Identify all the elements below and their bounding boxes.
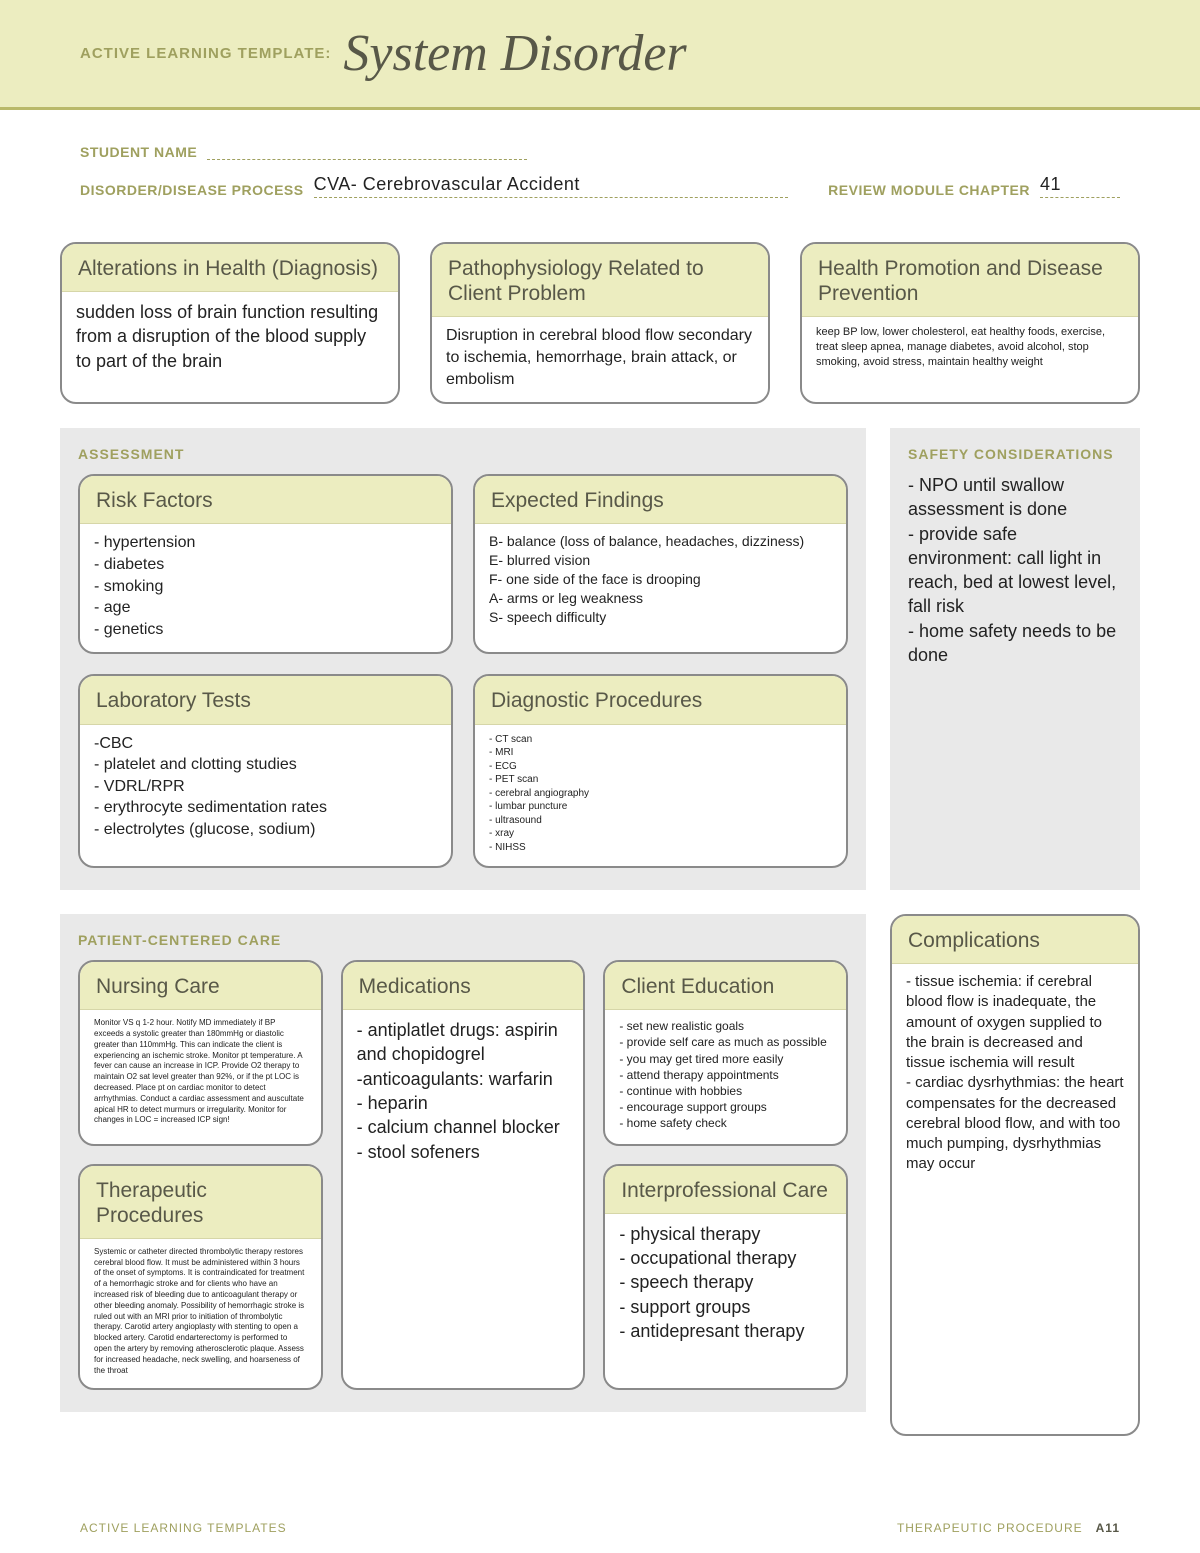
medications-card: Medications - antiplatlet drugs: aspirin… (341, 960, 586, 1390)
nursing-title: Nursing Care (80, 962, 321, 1010)
risk-card: Risk Factors - hypertension - diabetes -… (78, 474, 453, 654)
header-prefix: ACTIVE LEARNING TEMPLATE: (80, 45, 331, 62)
safety-section: SAFETY CONSIDERATIONS - NPO until swallo… (890, 428, 1140, 890)
prevention-body: keep BP low, lower cholesterol, eat heal… (802, 317, 1138, 402)
alterations-body: sudden loss of brain function resulting … (62, 292, 398, 402)
education-body: - set new realistic goals - provide self… (605, 1010, 846, 1143)
student-label: STUDENT NAME (80, 144, 197, 160)
page: ACTIVE LEARNING TEMPLATE: System Disorde… (0, 0, 1200, 1553)
findings-body: B- balance (loss of balance, headaches, … (475, 524, 846, 652)
diagnostic-card: Diagnostic Procedures - CT scan - MRI - … (473, 674, 848, 868)
therapeutic-body: Systemic or catheter directed thrombolyt… (80, 1239, 321, 1389)
pathophysiology-card: Pathophysiology Related to Client Proble… (430, 242, 770, 404)
safety-title: SAFETY CONSIDERATIONS (908, 446, 1122, 473)
assessment-wrap: ASSESSMENT Risk Factors - hypertension -… (60, 428, 1140, 914)
header-band: ACTIVE LEARNING TEMPLATE: System Disorde… (0, 0, 1200, 110)
process-row: DISORDER/DISEASE PROCESS CVA- Cerebrovas… (80, 174, 1120, 198)
footer-left: ACTIVE LEARNING TEMPLATES (80, 1521, 287, 1535)
education-title: Client Education (605, 962, 846, 1010)
footer-page: A11 (1096, 1521, 1120, 1535)
therapeutic-title: Therapeutic Procedures (80, 1166, 321, 1239)
footer-right-label: THERAPEUTIC PROCEDURE (897, 1521, 1083, 1535)
findings-card: Expected Findings B- balance (loss of ba… (473, 474, 848, 654)
pcc-section: PATIENT-CENTERED CARE Nursing Care Monit… (60, 914, 866, 1412)
chapter-label: REVIEW MODULE CHAPTER (828, 182, 1030, 198)
labs-body: -CBC - platelet and clotting studies - V… (80, 725, 451, 867)
medications-title: Medications (343, 962, 584, 1010)
pathophysiology-body: Disruption in cerebral blood flow second… (432, 317, 768, 402)
complications-body: - tissue ischemia: if cerebral blood flo… (892, 964, 1138, 1434)
findings-title: Expected Findings (475, 476, 846, 524)
process-value[interactable]: CVA- Cerebrovascular Accident (314, 174, 789, 198)
meta-block: STUDENT NAME DISORDER/DISEASE PROCESS CV… (0, 110, 1200, 232)
diagnostic-title: Diagnostic Procedures (475, 676, 846, 724)
student-row: STUDENT NAME (80, 140, 1120, 160)
chapter-value[interactable]: 41 (1040, 174, 1120, 198)
complications-col: Complications - tissue ischemia: if cere… (890, 914, 1140, 1436)
content: Alterations in Health (Diagnosis) sudden… (0, 232, 1200, 1436)
prevention-title: Health Promotion and Disease Prevention (802, 244, 1138, 317)
assessment-section: ASSESSMENT Risk Factors - hypertension -… (60, 428, 866, 890)
interprofessional-title: Interprofessional Care (605, 1166, 846, 1214)
footer-right: THERAPEUTIC PROCEDURE A11 (897, 1521, 1120, 1535)
header-title: System Disorder (343, 24, 686, 83)
safety-card: SAFETY CONSIDERATIONS - NPO until swallo… (908, 446, 1122, 667)
assessment-title: ASSESSMENT (78, 446, 848, 462)
therapeutic-card: Therapeutic Procedures Systemic or cathe… (78, 1164, 323, 1391)
diagnostic-body: - CT scan - MRI - ECG - PET scan - cereb… (475, 725, 846, 867)
footer: ACTIVE LEARNING TEMPLATES THERAPEUTIC PR… (80, 1521, 1120, 1535)
risk-title: Risk Factors (80, 476, 451, 524)
process-label: DISORDER/DISEASE PROCESS (80, 182, 304, 198)
labs-title: Laboratory Tests (80, 676, 451, 724)
pcc-wrap: PATIENT-CENTERED CARE Nursing Care Monit… (60, 914, 1140, 1436)
nursing-card: Nursing Care Monitor VS q 1-2 hour. Noti… (78, 960, 323, 1146)
top-row: Alterations in Health (Diagnosis) sudden… (60, 242, 1140, 404)
interprofessional-card: Interprofessional Care - physical therap… (603, 1164, 848, 1391)
assessment-grid: Risk Factors - hypertension - diabetes -… (78, 474, 848, 868)
medications-body: - antiplatlet drugs: aspirin and chopido… (343, 1010, 584, 1388)
alterations-card: Alterations in Health (Diagnosis) sudden… (60, 242, 400, 404)
complications-card: Complications - tissue ischemia: if cere… (890, 914, 1140, 1436)
education-card: Client Education - set new realistic goa… (603, 960, 848, 1146)
nursing-body: Monitor VS q 1-2 hour. Notify MD immedia… (80, 1010, 321, 1143)
risk-body: - hypertension - diabetes - smoking - ag… (80, 524, 451, 652)
complications-title: Complications (892, 916, 1138, 964)
prevention-card: Health Promotion and Disease Prevention … (800, 242, 1140, 404)
safety-body: - NPO until swallow assessment is done -… (908, 473, 1122, 667)
pcc-grid: Nursing Care Monitor VS q 1-2 hour. Noti… (78, 960, 848, 1390)
pathophysiology-title: Pathophysiology Related to Client Proble… (432, 244, 768, 317)
pcc-title: PATIENT-CENTERED CARE (78, 932, 848, 948)
interprofessional-body: - physical therapy - occupational therap… (605, 1214, 846, 1389)
labs-card: Laboratory Tests -CBC - platelet and clo… (78, 674, 453, 868)
student-value[interactable] (207, 140, 527, 160)
alterations-title: Alterations in Health (Diagnosis) (62, 244, 398, 292)
